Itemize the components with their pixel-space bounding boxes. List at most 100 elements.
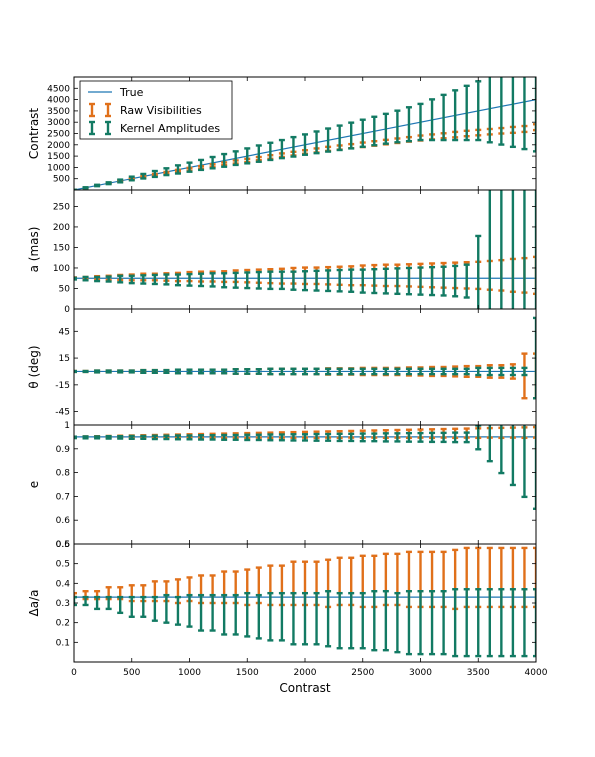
errorbar-point bbox=[509, 77, 516, 149]
errorbar-point bbox=[105, 181, 112, 186]
errorbar-point bbox=[486, 366, 493, 377]
errorbar-point bbox=[348, 432, 355, 443]
errorbar-point bbox=[359, 118, 366, 149]
y-tick-label: 0.6 bbox=[56, 540, 71, 550]
errorbar-point bbox=[278, 138, 285, 160]
errorbar-point bbox=[174, 434, 181, 441]
errorbar-point bbox=[302, 133, 308, 156]
errorbar-point bbox=[105, 275, 112, 283]
errorbar-point bbox=[429, 431, 436, 444]
errorbar-point bbox=[440, 93, 447, 142]
errorbar-point bbox=[382, 590, 389, 652]
errorbar-point bbox=[405, 590, 412, 656]
errorbar-point bbox=[128, 274, 135, 285]
errorbar-point bbox=[186, 434, 193, 441]
y-tick-label: 0.9 bbox=[56, 445, 71, 455]
errorbar-point bbox=[475, 366, 482, 377]
errorbar-point bbox=[336, 591, 343, 650]
errorbar-point bbox=[417, 102, 424, 142]
errorbar-point bbox=[117, 178, 124, 184]
errorbar-point bbox=[221, 593, 228, 636]
errorbar-point bbox=[302, 591, 308, 646]
errorbar-point bbox=[244, 271, 251, 290]
x-tick-label: 1000 bbox=[178, 668, 201, 678]
errorbar-point bbox=[452, 588, 459, 658]
x-tick-label: 2500 bbox=[351, 668, 374, 678]
y-tick-label: 15 bbox=[59, 354, 70, 364]
errorbar-point bbox=[382, 267, 389, 295]
errorbar-point bbox=[117, 434, 124, 440]
errorbar-point bbox=[498, 425, 505, 475]
y-axis-label: Contrast bbox=[27, 108, 41, 160]
errorbar-point bbox=[382, 112, 389, 145]
errorbar-point bbox=[82, 435, 89, 440]
errorbar-point bbox=[440, 431, 447, 444]
errorbar-point bbox=[417, 266, 424, 296]
errorbar-point bbox=[302, 367, 308, 376]
errorbar-point bbox=[128, 595, 135, 618]
errorbar-point bbox=[221, 433, 228, 441]
errorbar-point bbox=[117, 369, 124, 374]
errorbar-point bbox=[278, 433, 285, 442]
errorbar-point bbox=[186, 593, 193, 628]
errorbar-point bbox=[382, 367, 389, 376]
y-tick-label: 3000 bbox=[47, 118, 70, 128]
errorbar-point bbox=[359, 591, 366, 650]
errorbar-point bbox=[186, 368, 193, 375]
errorbar-point bbox=[452, 89, 459, 142]
y-tick-label: 4000 bbox=[47, 96, 70, 106]
errorbar-point bbox=[267, 591, 274, 642]
errorbar-point bbox=[336, 124, 343, 152]
panel-4: 0.50.60.70.80.91e bbox=[27, 421, 537, 550]
legend-label: Raw Visibilities bbox=[120, 104, 202, 117]
y-tick-label: 0.8 bbox=[56, 469, 71, 479]
errorbar-point bbox=[348, 268, 355, 293]
errorbar-point bbox=[198, 158, 205, 172]
errorbar-point bbox=[405, 106, 412, 143]
errorbar-point bbox=[74, 595, 77, 607]
errorbar-point bbox=[255, 433, 262, 442]
errorbar-point bbox=[511, 190, 515, 309]
errorbar-point bbox=[174, 368, 181, 375]
errorbar-point bbox=[278, 270, 285, 291]
errorbar-point bbox=[74, 276, 77, 281]
errorbar-point bbox=[405, 266, 412, 296]
series-kernel-amplitudes bbox=[74, 190, 536, 309]
errorbar-point bbox=[440, 590, 447, 656]
errorbar-point bbox=[163, 434, 170, 441]
errorbar-point bbox=[533, 123, 536, 132]
errorbar-point bbox=[371, 432, 378, 443]
errorbar-point bbox=[151, 368, 158, 374]
errorbar-point bbox=[463, 588, 470, 658]
errorbar-point bbox=[498, 366, 505, 377]
series-raw-visibilities bbox=[74, 352, 536, 400]
y-tick-label: 0.5 bbox=[56, 540, 70, 550]
errorbar-point bbox=[509, 425, 516, 487]
errorbar-point bbox=[500, 190, 503, 309]
errorbar-point bbox=[82, 595, 89, 607]
errorbar-point bbox=[325, 367, 332, 376]
errorbar-point bbox=[255, 593, 262, 640]
y-tick-label: 0.6 bbox=[56, 516, 71, 526]
errorbar-point bbox=[440, 265, 447, 297]
errorbar-point bbox=[394, 267, 401, 296]
errorbar-point bbox=[302, 270, 308, 292]
errorbar-point bbox=[371, 115, 378, 147]
errorbar-point bbox=[163, 167, 170, 177]
y-tick-label: 4500 bbox=[47, 84, 70, 94]
errorbar-point bbox=[278, 367, 285, 376]
y-tick-label: 3500 bbox=[47, 107, 70, 117]
errorbar-point bbox=[359, 268, 366, 294]
legend-label: Kernel Amplitudes bbox=[120, 122, 220, 135]
y-tick-label: 2000 bbox=[47, 141, 70, 151]
errorbar-point bbox=[325, 590, 332, 648]
errorbar-point bbox=[359, 367, 366, 376]
errorbar-point bbox=[533, 425, 536, 510]
plot-area bbox=[74, 546, 536, 658]
errorbar-point bbox=[209, 368, 216, 375]
errorbar-point bbox=[267, 270, 274, 291]
errorbar-point bbox=[290, 367, 297, 376]
errorbar-point bbox=[244, 591, 251, 638]
errorbar-point bbox=[232, 150, 239, 167]
errorbar-point bbox=[429, 590, 436, 656]
